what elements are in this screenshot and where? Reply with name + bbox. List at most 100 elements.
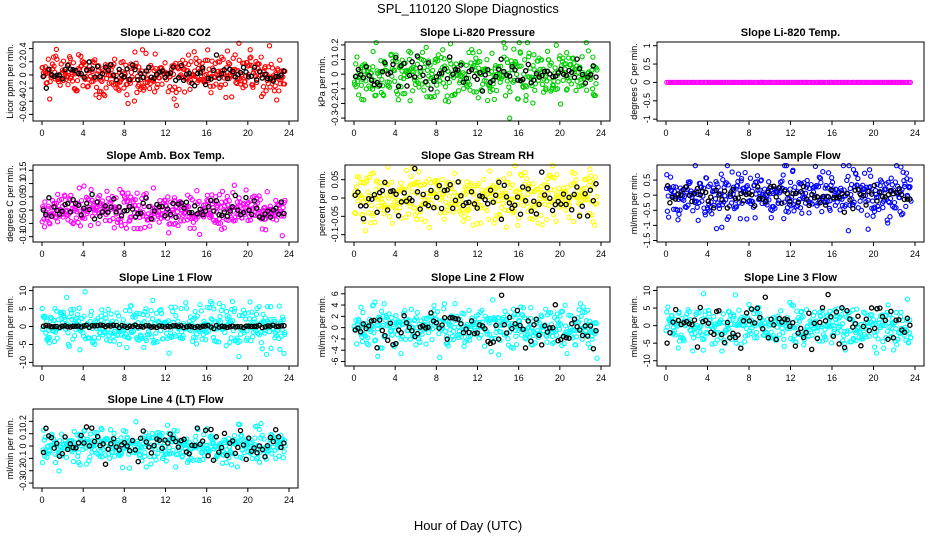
data-point [827, 171, 831, 175]
data-point [260, 347, 264, 351]
data-point [429, 311, 433, 315]
data-point [474, 56, 478, 60]
data-point [500, 188, 504, 192]
data-point [802, 343, 806, 347]
data-point [85, 201, 89, 205]
data-point [788, 199, 792, 203]
data-point [280, 328, 284, 332]
data-point [586, 214, 590, 218]
data-point [58, 83, 62, 87]
data-point [277, 212, 281, 216]
data-point [174, 103, 178, 107]
data-point [467, 330, 471, 334]
x-tick-label: 8 [746, 249, 751, 259]
data-point [812, 321, 816, 325]
data-point [176, 319, 180, 323]
data-point [186, 53, 190, 57]
x-tick-label: 12 [160, 373, 170, 383]
data-point [230, 95, 234, 99]
data-point [106, 210, 110, 214]
data-point [823, 319, 827, 323]
x-tick-label: 20 [868, 128, 878, 138]
data-point [698, 305, 702, 309]
data-point [886, 221, 890, 225]
data-point [390, 180, 394, 184]
data-point [194, 342, 198, 346]
data-point [382, 302, 386, 306]
data-point [175, 210, 179, 214]
data-point [279, 200, 283, 204]
data-point [89, 223, 93, 227]
data-point [719, 172, 723, 176]
data-point [275, 98, 279, 102]
data-point [521, 185, 525, 189]
data-point [588, 188, 592, 192]
data-point [85, 68, 89, 72]
y-tick-label: 0.15 [18, 162, 28, 180]
data-point [869, 174, 873, 178]
data-point [249, 74, 253, 78]
data-point [422, 88, 426, 92]
data-point [709, 195, 713, 199]
y-tick-label: 6 [330, 291, 340, 296]
data-point [403, 337, 407, 341]
data-point [117, 205, 121, 209]
data-point [721, 312, 725, 316]
data-point [438, 211, 442, 215]
data-point [147, 65, 151, 69]
data-point [220, 445, 224, 449]
data-point [71, 61, 75, 65]
y-tick-label: 0 [18, 324, 28, 329]
data-point [402, 314, 406, 318]
data-point [858, 199, 862, 203]
data-point [97, 95, 101, 99]
data-point [233, 193, 237, 197]
data-point [820, 210, 824, 214]
data-point [169, 305, 173, 309]
data-point [742, 340, 746, 344]
data-point [900, 193, 904, 197]
data-point [420, 50, 424, 54]
data-point [132, 99, 136, 103]
data-point [380, 78, 384, 82]
data-point [892, 348, 896, 352]
data-point [52, 446, 56, 450]
data-point [386, 338, 390, 342]
data-point [841, 164, 845, 168]
x-tick-label: 0 [663, 373, 668, 383]
panel-title: Slope Line 1 Flow [119, 272, 212, 284]
data-point [821, 170, 825, 174]
data-point [781, 173, 785, 177]
data-point [225, 49, 229, 53]
data-point [114, 78, 118, 82]
data-point [899, 310, 903, 314]
data-point [414, 343, 418, 347]
data-point [826, 195, 830, 199]
data-point [499, 217, 503, 221]
data-point [583, 324, 587, 328]
data-point [410, 199, 414, 203]
data-point [81, 84, 85, 88]
data-point [545, 340, 549, 344]
data-point [277, 454, 281, 458]
data-point [586, 334, 590, 338]
data-point [188, 87, 192, 91]
data-point [780, 201, 784, 205]
data-point [842, 210, 846, 214]
data-point [89, 187, 93, 191]
data-point [364, 204, 368, 208]
x-tick-label: 8 [122, 128, 127, 138]
data-point [695, 345, 699, 349]
data-point [419, 217, 423, 221]
y-tick-label: -2 [330, 335, 340, 343]
data-point [506, 337, 510, 341]
data-point [202, 432, 206, 436]
data-point [247, 436, 251, 440]
data-point [491, 298, 495, 302]
data-point [553, 303, 557, 307]
data-point [96, 64, 100, 68]
x-tick-label: 4 [81, 373, 86, 383]
data-point [578, 214, 582, 218]
